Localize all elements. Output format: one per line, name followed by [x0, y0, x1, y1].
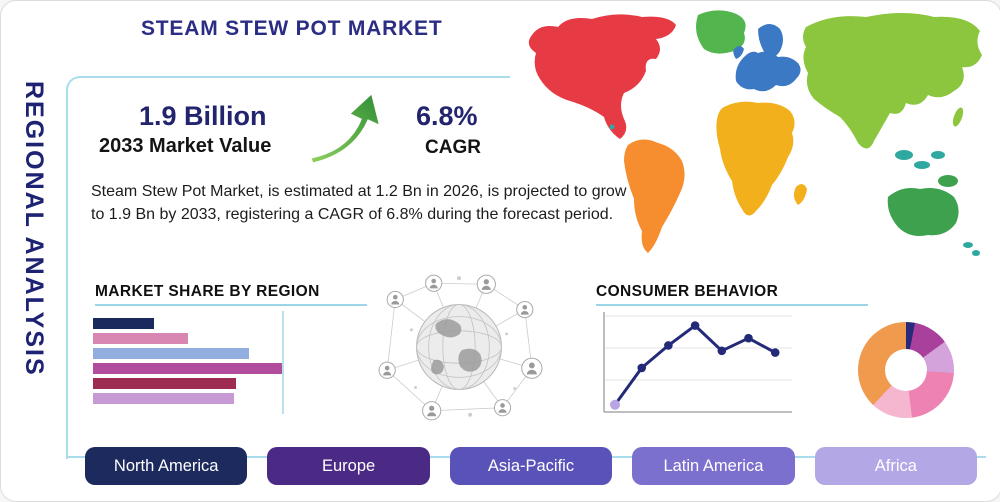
- line-chart-grid: [604, 315, 792, 381]
- network-dots: [409, 276, 517, 417]
- side-label-regional-analysis: REGIONAL ANALYSIS: [20, 81, 48, 377]
- market-share-bar-2: [93, 333, 188, 344]
- market-share-bar-chart: [93, 318, 283, 408]
- consumer-behavior-line-chart: [603, 312, 792, 413]
- market-share-bar-4: [93, 363, 283, 374]
- consumer-donut-chart: [858, 322, 954, 418]
- market-share-bar-1: [93, 318, 154, 329]
- map-region-greenland: [696, 10, 746, 54]
- region-button-asia-pacific[interactable]: Asia-Pacific: [449, 447, 613, 485]
- region-button-africa[interactable]: Africa: [814, 447, 978, 485]
- line-point-5: [717, 346, 727, 356]
- line-point-4: [690, 321, 700, 330]
- donut-hole: [885, 349, 927, 391]
- region-button-north-america[interactable]: North America: [85, 447, 248, 485]
- cagr-label: CAGR: [425, 137, 481, 158]
- line-chart-axes: [603, 312, 792, 413]
- map-region-north-america: [528, 14, 676, 139]
- line-point-2: [637, 363, 646, 373]
- map-region-south-america: [624, 139, 685, 253]
- line-point-6: [744, 333, 753, 343]
- region-button-europe[interactable]: Europe: [267, 447, 430, 485]
- network-user-nodes: [378, 274, 543, 421]
- line-point-7: [770, 348, 780, 357]
- region-button-latin-america[interactable]: Latin America: [632, 447, 795, 485]
- consumer-behavior-underline: [596, 304, 868, 306]
- content-panel-border: [66, 76, 510, 459]
- cagr-stat: 6.8%: [416, 101, 478, 131]
- market-share-bar-3: [93, 348, 249, 359]
- globe-continents: [431, 319, 482, 375]
- line-point-3: [664, 341, 673, 350]
- market-value-label: 2033 Market Value: [99, 135, 272, 157]
- region-buttons: North America Europe Asia-Pacific Latin Ame…: [85, 447, 978, 485]
- map-region-africa: [716, 101, 807, 216]
- consumer-behavior-heading: CONSUMER BEHAVIOR: [596, 283, 779, 300]
- map-region-asia: [803, 13, 982, 149]
- market-share-underline: [95, 304, 367, 306]
- world-map: [528, 10, 982, 256]
- market-summary-text: Steam Stew Pot Market, is estimated at 1…: [91, 183, 627, 223]
- map-region-oceania: [887, 175, 959, 236]
- market-share-bar-5: [93, 378, 236, 389]
- globe-sphere: [416, 304, 502, 390]
- growth-arrow-icon: [310, 92, 381, 165]
- market-value-stat: 1.9 Billion: [139, 101, 267, 131]
- market-share-heading: MARKET SHARE BY REGION: [95, 283, 320, 300]
- map-region-europe: [733, 24, 801, 92]
- market-share-bar-6: [93, 393, 234, 404]
- line-point-1: [610, 399, 620, 410]
- page-title: STEAM STEW POT MARKET: [141, 17, 443, 40]
- map-region-islands: [609, 124, 980, 256]
- bar-chart-axis-line: [282, 311, 284, 414]
- globe-network-illustration: [378, 274, 543, 421]
